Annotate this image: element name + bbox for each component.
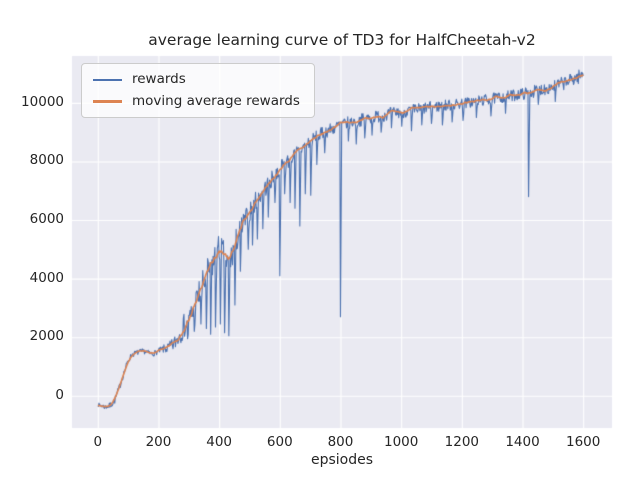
y-tick-label: 6000 bbox=[29, 211, 64, 228]
x-tick-label: 400 bbox=[206, 434, 233, 450]
x-tick-label: 800 bbox=[327, 434, 354, 450]
x-axis-label: epsiodes bbox=[310, 452, 374, 468]
x-tick-label: 0 bbox=[93, 434, 103, 450]
y-tick-label: 4000 bbox=[29, 269, 64, 286]
x-tick-label: 600 bbox=[266, 434, 293, 450]
y-tick-label: 0 bbox=[55, 386, 64, 403]
legend-item-moving-average: moving average rewards bbox=[93, 92, 300, 109]
x-tick-label: 1600 bbox=[565, 434, 601, 450]
y-tick-label: 8000 bbox=[29, 152, 64, 169]
x-tick-label: 200 bbox=[145, 434, 172, 450]
x-tick-label: 1200 bbox=[444, 434, 480, 450]
x-tick-label: 1000 bbox=[383, 434, 419, 450]
x-tick-label: 1400 bbox=[505, 434, 540, 450]
y-tick-label: 2000 bbox=[29, 328, 64, 345]
legend: rewards moving average rewards bbox=[81, 63, 315, 118]
y-tick-label: 10000 bbox=[21, 94, 64, 111]
rewards-line-swatch bbox=[93, 78, 122, 81]
chart-title: average learning curve of TD3 for HalfCh… bbox=[148, 31, 536, 49]
legend-item-rewards: rewards bbox=[93, 71, 300, 87]
moving-average-line-swatch bbox=[93, 100, 122, 103]
rewards-legend-label: rewards bbox=[132, 71, 186, 87]
moving-average-legend-label: moving average rewards bbox=[132, 92, 300, 109]
